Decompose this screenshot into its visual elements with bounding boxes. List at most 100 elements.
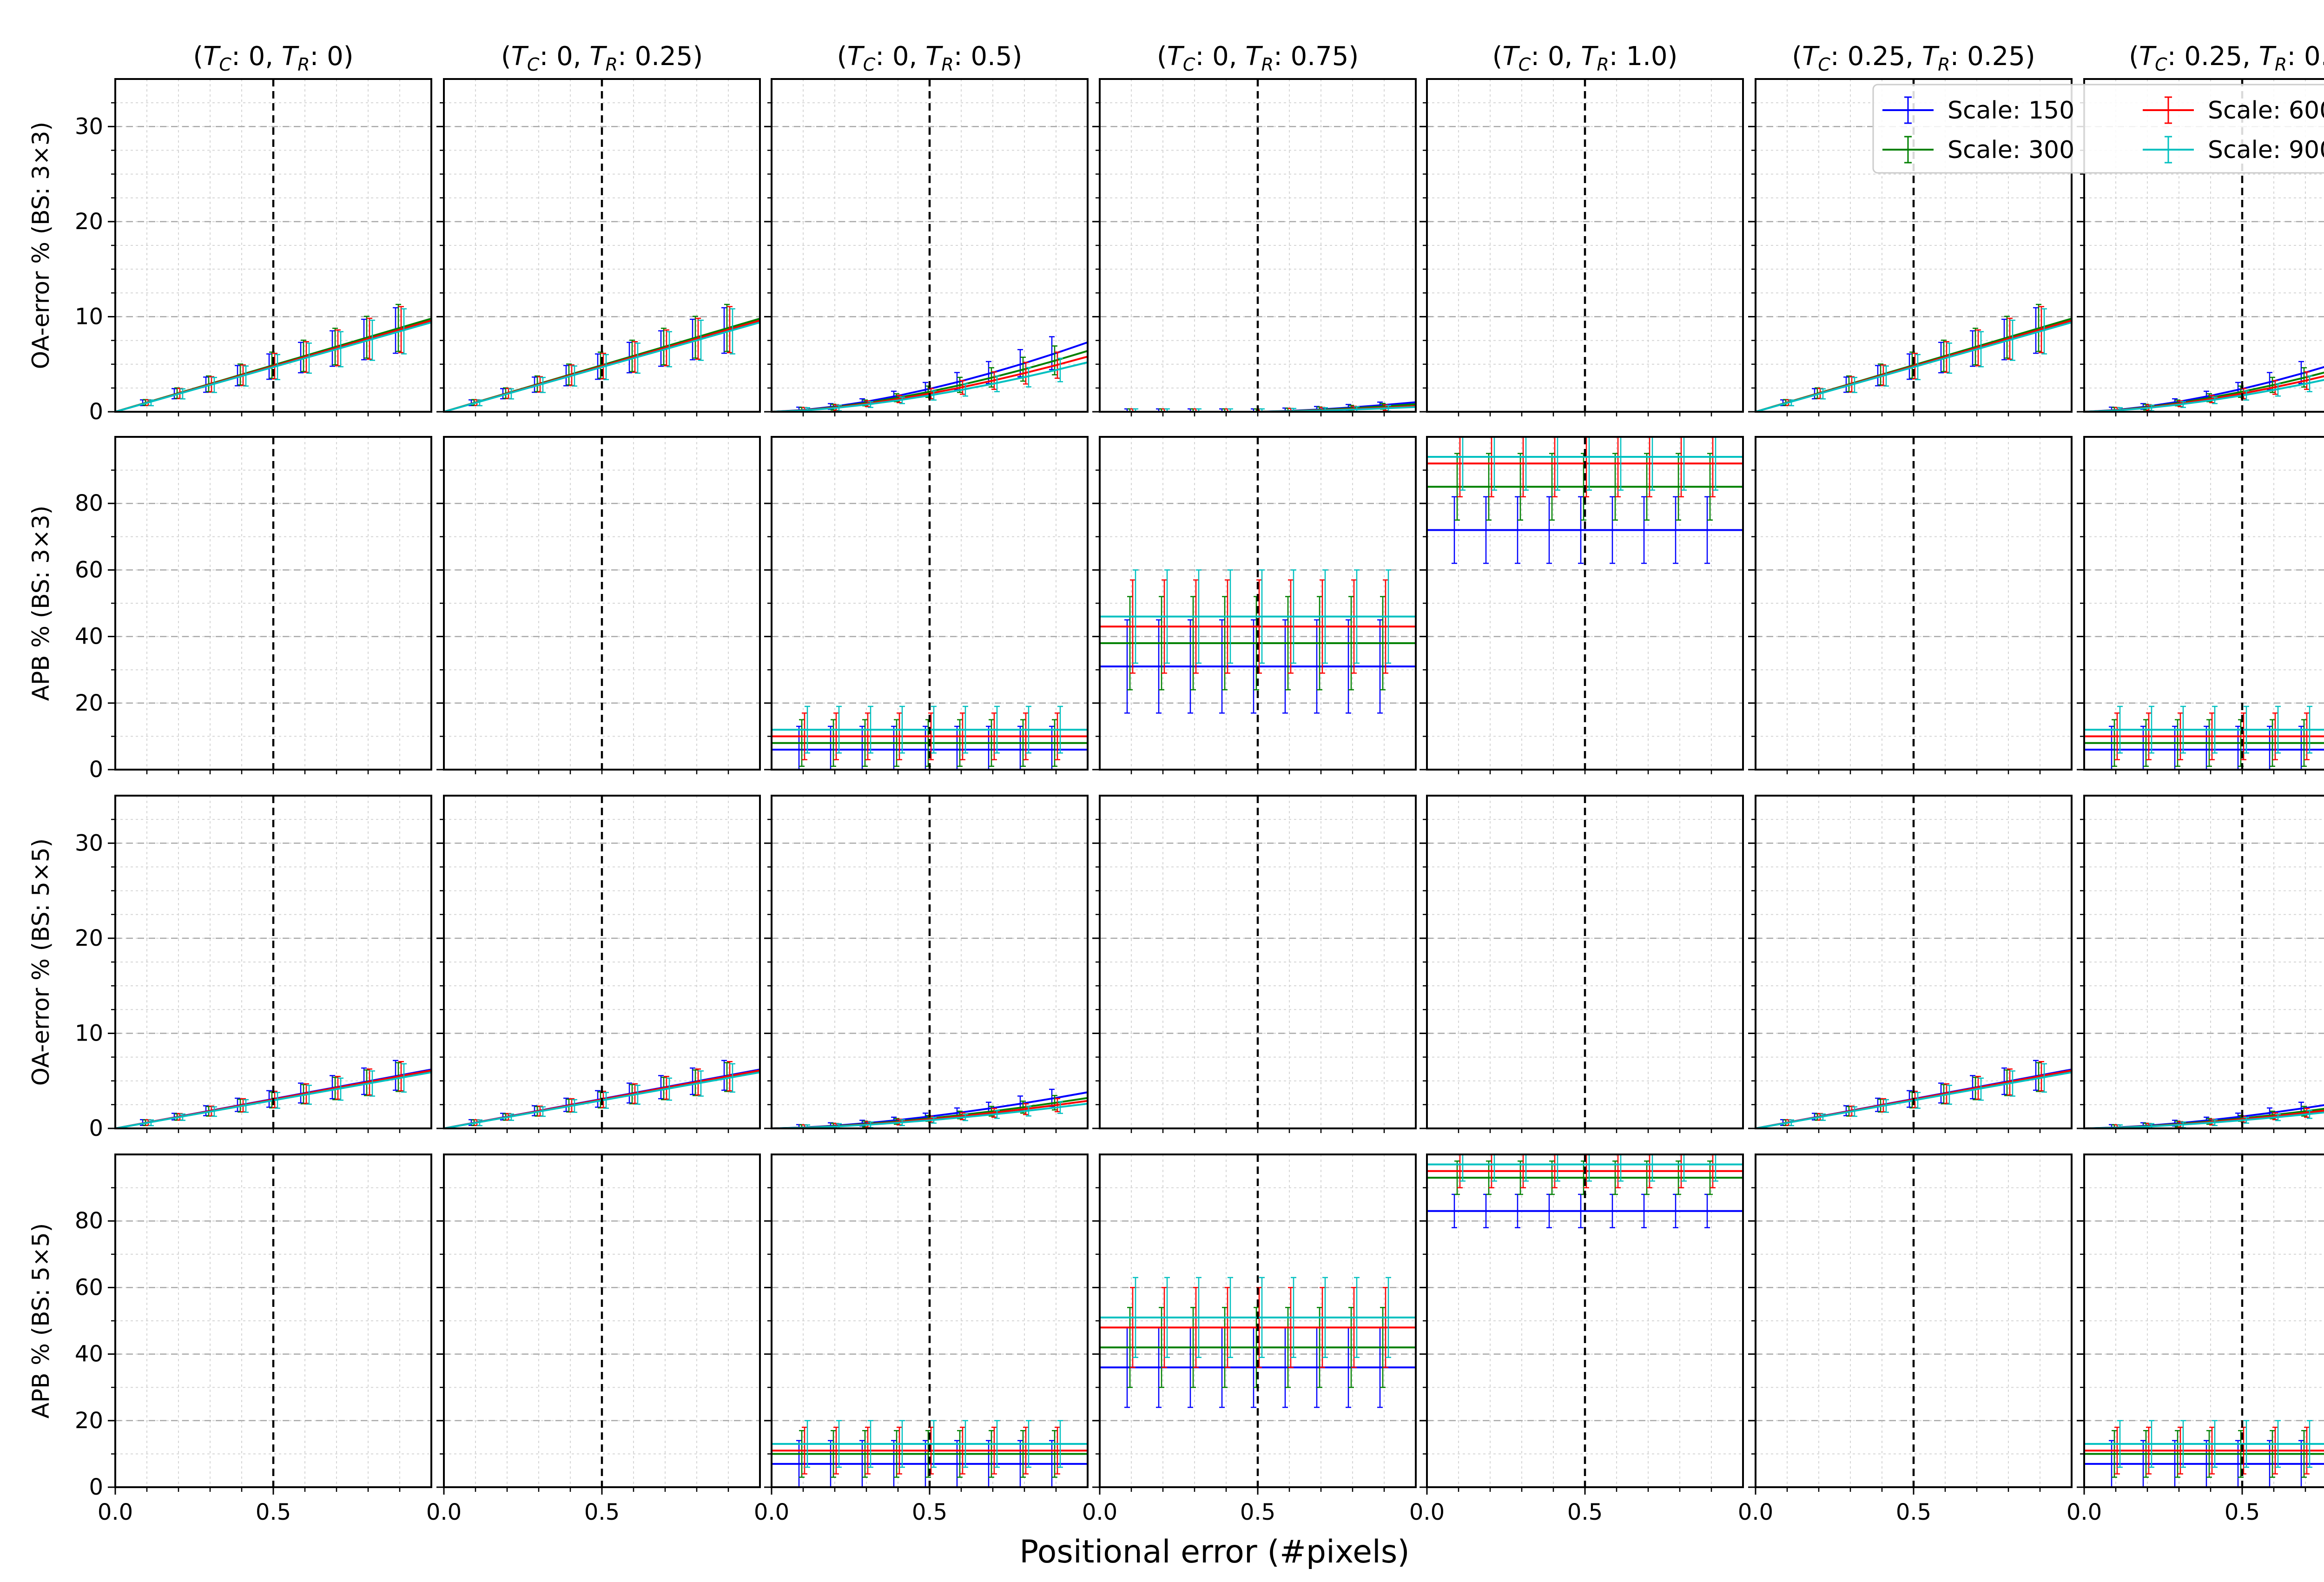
y-tick-label: 40	[75, 1341, 103, 1367]
panel-r4-c3: 0.0 0.5	[754, 1154, 1089, 1525]
y-tick-label: 60	[75, 1274, 103, 1300]
panel-r2-c5	[1419, 436, 1744, 774]
column-title-part: (	[837, 41, 847, 72]
series-line-s900	[1755, 321, 2072, 413]
panel-r3-c7	[2077, 795, 2324, 1133]
x-tick-label: 0.5	[1896, 1499, 1931, 1525]
column-title-part: C	[219, 54, 231, 75]
column-title-part: : 0.5)	[2287, 41, 2324, 72]
panel-r2-c4	[1092, 436, 1417, 774]
legend-label-s600: Scale: 600	[2208, 97, 2324, 125]
column-title-part: : 0,	[1531, 41, 1581, 72]
column-title-part: T	[511, 41, 529, 72]
panel-r1-c5: (TC: 0, TR: 1.0)	[1419, 41, 1744, 416]
column-title: (TC: 0, TR: 1.0)	[1492, 41, 1678, 75]
column-title-part: R	[1261, 54, 1274, 75]
y-tick-label: 0	[89, 757, 103, 783]
column-title-part: : 0.5)	[954, 41, 1023, 72]
column-title-part: T	[2139, 41, 2157, 72]
x-tick-label: 0.5	[912, 1499, 947, 1525]
column-title: (TC: 0, TR: 0.5)	[837, 41, 1023, 75]
panel-r4-c4: 0.0 0.5	[1082, 1154, 1417, 1525]
x-tick-label: 0.5	[256, 1499, 291, 1525]
panel-r4-c6: 0.0 0.5	[1738, 1154, 2073, 1525]
panel-r2-c6	[1748, 436, 2073, 774]
y-tick-label: 60	[75, 557, 103, 583]
y-tick-label: 0	[89, 1474, 103, 1500]
panel-r3-c3	[764, 795, 1089, 1133]
y-tick-label: 20	[75, 209, 103, 235]
panel-r4-c1: 0 20 40 60 80 APB % (BS: 5×5) 0.0 0.5	[27, 1154, 432, 1525]
column-title-part: C	[527, 54, 540, 75]
y-tick-label: 10	[75, 1020, 103, 1046]
x-tick-label: 0.0	[426, 1499, 462, 1525]
y-tick-label: 0	[89, 1115, 103, 1141]
column-title-part: (	[193, 41, 203, 72]
legend-label-s150: Scale: 150	[1948, 97, 2074, 125]
column-title-part: (	[1792, 41, 1802, 72]
panel-r1-c2: (TC: 0, TR: 0.25)	[436, 41, 761, 416]
column-title-part: (	[2129, 41, 2139, 72]
legend-label-s900: Scale: 900	[2208, 136, 2324, 164]
panel-r3-c2	[436, 795, 761, 1133]
y-axis-label: APB % (BS: 5×5)	[27, 1223, 54, 1418]
y-tick-label: 10	[75, 303, 103, 330]
y-tick-label: 80	[75, 490, 103, 516]
column-title-part: : 0.25,	[1830, 41, 1922, 72]
column-title-part: T	[1581, 41, 1598, 72]
column-title-part: T	[1167, 41, 1185, 72]
y-axis-label: OA-error % (BS: 3×3)	[27, 122, 54, 369]
column-title: (TC: 0, TR: 0.25)	[501, 41, 703, 75]
column-title-part: R	[941, 54, 953, 75]
column-title-part: C	[1519, 54, 1531, 75]
column-title-part: C	[1818, 54, 1830, 75]
column-title: (TC: 0, TR: 0.75)	[1157, 41, 1359, 75]
y-tick-label: 20	[75, 1408, 103, 1434]
x-axis-label: Positional error (#pixels)	[1019, 1534, 1410, 1570]
y-tick-label: 0	[89, 399, 103, 425]
column-title-part: R	[606, 54, 618, 75]
column-title-part: R	[297, 54, 310, 75]
series-line-s900	[771, 1102, 1088, 1129]
panel-r4-c5: 0.0 0.5	[1409, 1154, 1744, 1525]
column-title-part: C	[863, 54, 876, 75]
x-tick-label: 0.5	[1240, 1499, 1275, 1525]
column-title-part: : 1.0)	[1609, 41, 1678, 72]
panel-r1-c6: (TC: 0.25, TR: 0.25)	[1748, 41, 2073, 416]
series-line-s900	[2084, 1111, 2324, 1129]
column-title-part: T	[282, 41, 299, 72]
column-title-part: : 0.25,	[2167, 41, 2259, 72]
column-title-part: T	[1502, 41, 1520, 72]
column-title-part: : 0,	[231, 41, 282, 72]
column-title-part: : 0)	[310, 41, 354, 72]
column-title-part: T	[925, 41, 943, 72]
y-axis-label: APB % (BS: 3×3)	[27, 506, 54, 701]
panel-r2-c3	[764, 436, 1089, 774]
y-tick-label: 80	[75, 1208, 103, 1234]
panel-r3-c1: 0 10 20 30 OA-error % (BS: 5×5)	[27, 795, 432, 1141]
column-title-part: C	[1183, 54, 1195, 75]
panel-r2-c2	[436, 436, 761, 774]
column-title-part: T	[589, 41, 607, 72]
panel-r4-c2: 0.0 0.5	[426, 1154, 761, 1525]
column-title-part: R	[1938, 54, 1950, 75]
y-tick-label: 40	[75, 624, 103, 650]
panel-r2-c7	[2077, 436, 2324, 774]
panel-r1-c4: (TC: 0, TR: 0.75)	[1092, 41, 1417, 416]
column-title-part: : 0,	[875, 41, 925, 72]
column-title-part: T	[1922, 41, 1940, 72]
y-tick-label: 30	[75, 113, 103, 139]
column-title-part: : 0,	[539, 41, 589, 72]
column-title-part: (	[1157, 41, 1167, 72]
panel-r3-c5	[1419, 795, 1744, 1133]
panel-r3-c4	[1092, 795, 1417, 1133]
panel-r3-c6	[1748, 795, 2073, 1133]
y-axis-label: OA-error % (BS: 5×5)	[27, 838, 54, 1086]
column-title-part: T	[2259, 41, 2277, 72]
x-tick-label: 0.0	[1738, 1499, 1773, 1525]
panel-r4-c7: 0.0 0.5	[2067, 1154, 2324, 1525]
x-tick-label: 0.5	[1567, 1499, 1603, 1525]
column-title-part: R	[2275, 54, 2287, 75]
